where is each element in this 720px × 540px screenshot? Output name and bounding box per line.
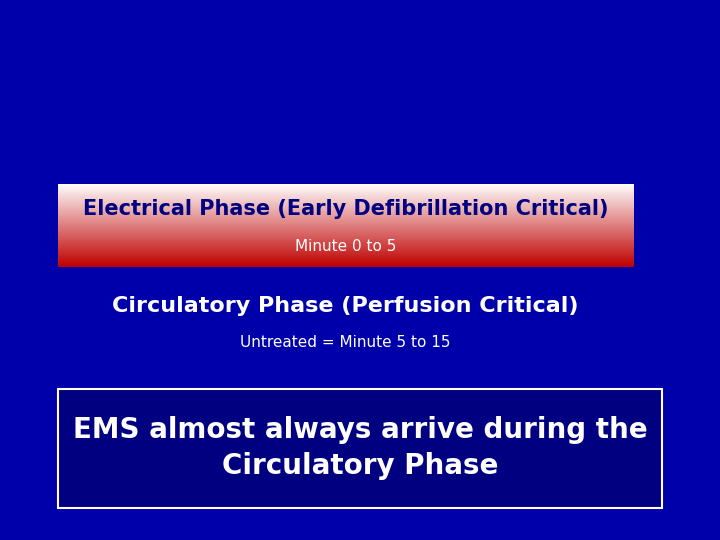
FancyBboxPatch shape [58, 389, 662, 508]
Text: Electrical Phase (Early Defibrillation Critical): Electrical Phase (Early Defibrillation C… [83, 199, 608, 219]
Text: Circulatory Phase (Perfusion Critical): Circulatory Phase (Perfusion Critical) [112, 296, 579, 316]
Text: Minute 0 to 5: Minute 0 to 5 [295, 239, 396, 254]
Text: EMS almost always arrive during the: EMS almost always arrive during the [73, 416, 647, 444]
Text: Circulatory Phase: Circulatory Phase [222, 452, 498, 480]
Text: Untreated = Minute 5 to 15: Untreated = Minute 5 to 15 [240, 335, 451, 350]
